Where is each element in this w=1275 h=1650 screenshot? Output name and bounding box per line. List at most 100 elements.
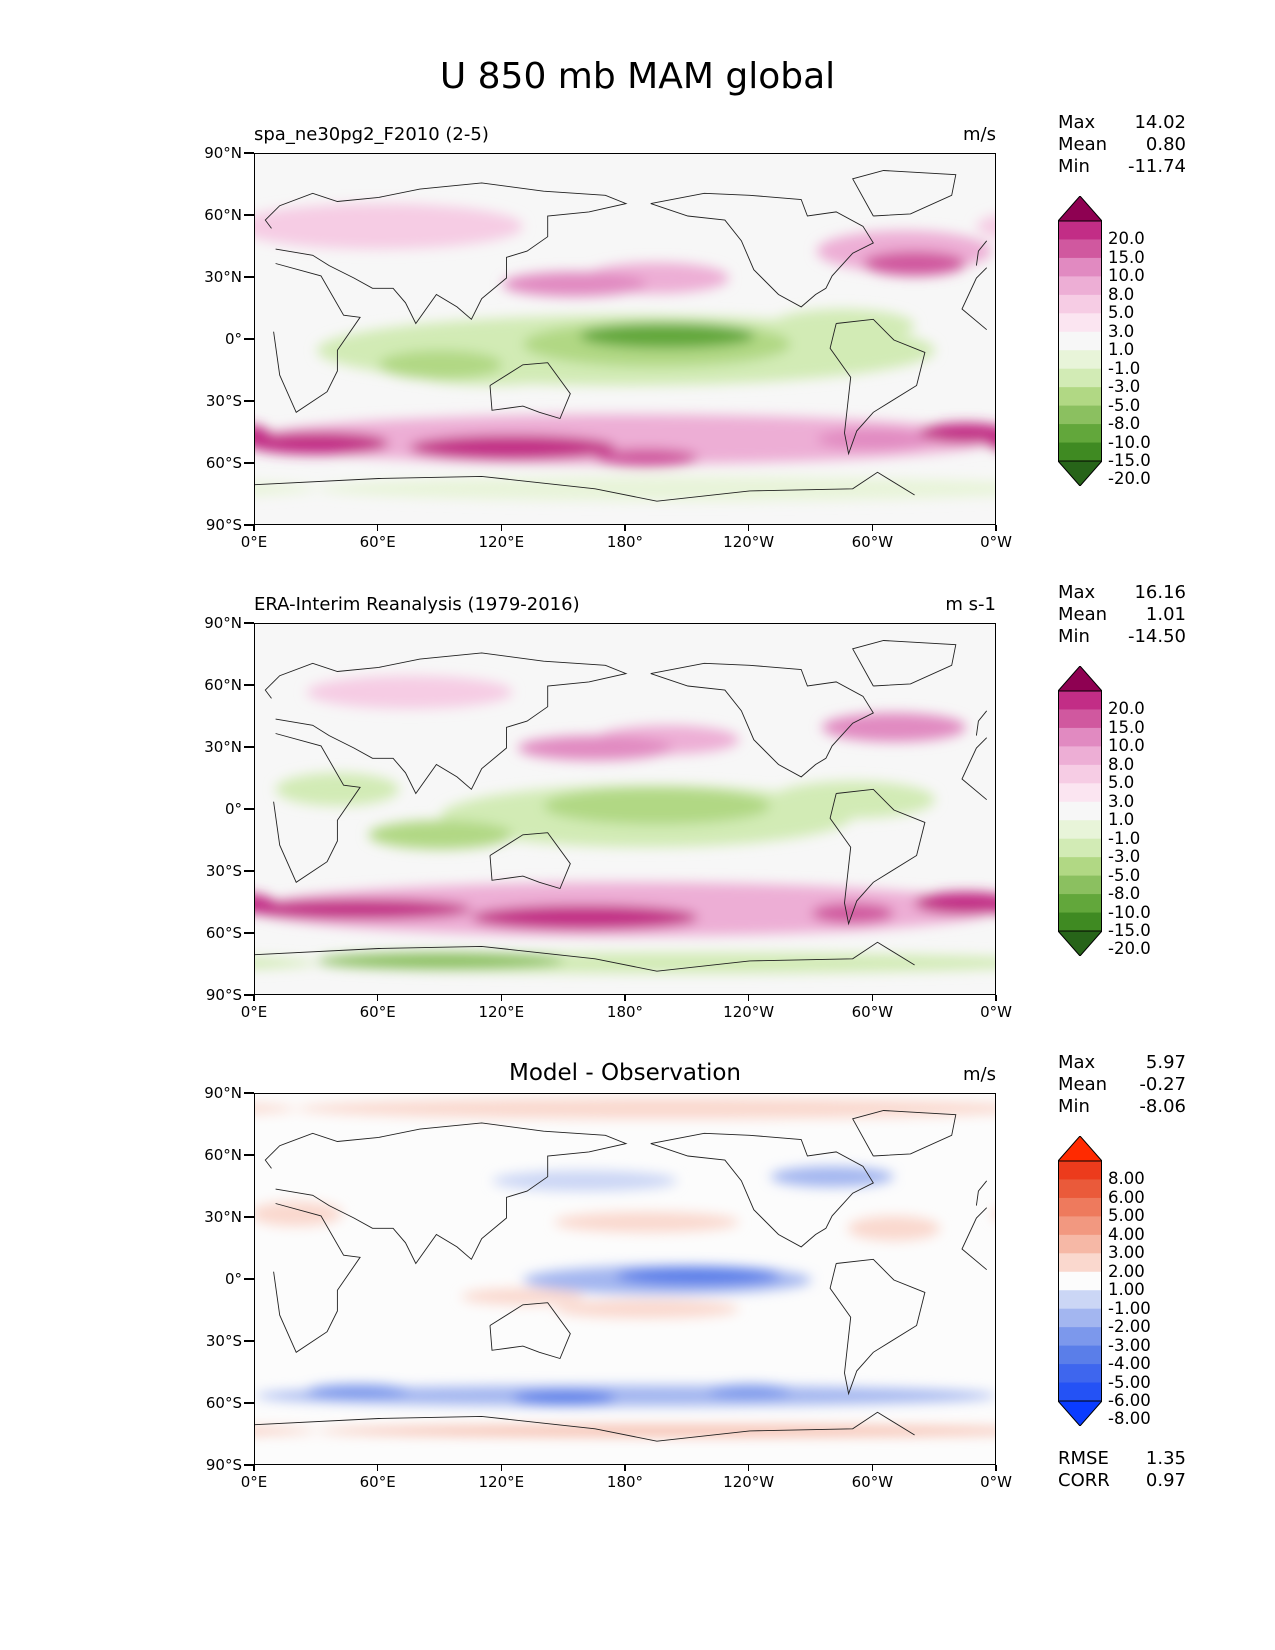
field-region bbox=[914, 891, 995, 915]
colorbar-tick-label: 5.00 bbox=[1108, 1206, 1145, 1226]
field-region bbox=[863, 251, 967, 276]
field-region bbox=[517, 735, 673, 761]
colorbar-segment bbox=[1058, 405, 1102, 425]
stat-row-max: Max 16.16 bbox=[1058, 582, 1186, 604]
colorbar-extend-min bbox=[1058, 1400, 1102, 1426]
y-tick bbox=[244, 338, 254, 340]
colorbar-tick-label: -3.0 bbox=[1108, 377, 1141, 397]
field-region bbox=[991, 1209, 995, 1219]
colorbar-segment bbox=[1058, 838, 1102, 858]
x-tick-label: 120°E bbox=[478, 1003, 525, 1021]
colorbar-tick-label: -15.0 bbox=[1108, 451, 1151, 470]
stats-block: Max 5.97 Mean -0.27 Min -8.06 bbox=[1058, 1052, 1186, 1118]
x-tick-label: 0°E bbox=[240, 1003, 268, 1021]
colorbar-segment bbox=[1058, 1327, 1102, 1347]
colorbar-extend-max bbox=[1058, 1136, 1102, 1162]
coastline bbox=[650, 1132, 874, 1248]
colorbar-segment bbox=[1058, 746, 1102, 766]
stat-value: 0.97 bbox=[1145, 1470, 1186, 1491]
y-tick-label: 90°S bbox=[205, 516, 242, 534]
y-tick-label: 0° bbox=[224, 330, 242, 348]
field-region bbox=[255, 481, 317, 496]
x-tick-label: 180° bbox=[606, 1003, 644, 1021]
y-tick-label: 90°N bbox=[204, 1084, 242, 1102]
y-tick bbox=[244, 746, 254, 748]
x-tick bbox=[871, 1465, 874, 1471]
field-region bbox=[296, 1098, 995, 1119]
coastline bbox=[829, 318, 926, 456]
colorbar-segment bbox=[1058, 875, 1102, 895]
stat-label: Min bbox=[1058, 626, 1090, 647]
y-tick bbox=[244, 462, 254, 464]
x-tick-label: 60°W bbox=[851, 1473, 894, 1491]
colorbar-tick-label: 1.00 bbox=[1108, 1280, 1145, 1300]
field-region bbox=[378, 350, 503, 380]
stat-value: -11.74 bbox=[1127, 156, 1186, 177]
colorbar-outline bbox=[1058, 220, 1102, 462]
field-region bbox=[512, 1390, 616, 1406]
field-region bbox=[471, 905, 699, 930]
coastline bbox=[975, 1180, 988, 1206]
y-tick-label: 30°N bbox=[204, 268, 242, 286]
y-tick-label: 0° bbox=[224, 1270, 242, 1288]
x-tick bbox=[624, 1465, 626, 1471]
stat-label: Min bbox=[1058, 1096, 1090, 1117]
colorbar-segment bbox=[1058, 691, 1102, 710]
map-plot-area bbox=[254, 1093, 996, 1465]
x-tick bbox=[995, 525, 997, 531]
colorbar-tick-label: -5.0 bbox=[1108, 395, 1141, 415]
stat-label: Min bbox=[1058, 156, 1090, 177]
stat-row-mean: Mean 1.01 bbox=[1058, 604, 1186, 626]
stat-label: CORR bbox=[1058, 1470, 1110, 1491]
field-region bbox=[409, 435, 616, 460]
coastline bbox=[264, 1122, 628, 1265]
colorbar-tick-label: 20.0 bbox=[1108, 229, 1145, 249]
colorbar-segment bbox=[1058, 294, 1102, 314]
colorbar bbox=[1058, 196, 1102, 486]
field-region bbox=[368, 820, 513, 850]
colorbar-segment bbox=[1058, 857, 1102, 877]
field-region bbox=[543, 787, 771, 825]
y-tick bbox=[244, 808, 254, 810]
colorbar-extend-max bbox=[1058, 196, 1102, 222]
coastline bbox=[264, 652, 628, 795]
field-region bbox=[821, 712, 967, 742]
x-tick-label: 120°E bbox=[478, 533, 525, 551]
stat-value: 0.80 bbox=[1145, 134, 1186, 155]
colorbar-tick-label: 5.0 bbox=[1108, 303, 1135, 323]
colorbar-segment bbox=[1058, 1161, 1102, 1180]
field-region bbox=[579, 323, 755, 349]
coastline bbox=[255, 1411, 915, 1442]
y-tick-label: 90°N bbox=[204, 144, 242, 162]
y-tick-label: 30°N bbox=[204, 738, 242, 756]
field-region bbox=[306, 1384, 410, 1399]
y-tick-label: 30°S bbox=[205, 862, 242, 880]
field-region bbox=[255, 203, 523, 250]
x-tick bbox=[871, 525, 874, 531]
colorbar-segment bbox=[1058, 368, 1102, 388]
stat-label: RMSE bbox=[1058, 1448, 1109, 1469]
stat-row-max: Max 5.97 bbox=[1058, 1052, 1186, 1074]
x-tick-label: 60°E bbox=[359, 533, 396, 551]
x-tick-label: 180° bbox=[606, 533, 644, 551]
stat-value: -0.27 bbox=[1139, 1074, 1186, 1095]
x-tick-label: 0°E bbox=[240, 533, 268, 551]
contour-field bbox=[255, 624, 995, 994]
y-tick bbox=[244, 1402, 254, 1404]
colorbar-segment bbox=[1058, 801, 1102, 821]
stat-row-mean: Mean -0.27 bbox=[1058, 1074, 1186, 1096]
field-region bbox=[553, 1299, 740, 1319]
stat-row-min: Min -14.50 bbox=[1058, 626, 1186, 648]
colorbar-tick-label: -1.0 bbox=[1108, 828, 1141, 848]
panel-units: m/s bbox=[963, 1064, 996, 1085]
y-tick-label: 60°S bbox=[205, 1394, 242, 1412]
stats-block: Max 16.16 Mean 1.01 Min -14.50 bbox=[1058, 582, 1186, 648]
coastline bbox=[961, 737, 988, 801]
colorbar-tick-label: -10.0 bbox=[1108, 432, 1151, 452]
colorbar-tick-label: -4.00 bbox=[1108, 1354, 1151, 1374]
colorbar-segment bbox=[1058, 1345, 1102, 1365]
y-tick bbox=[244, 994, 254, 996]
colorbar-tick-label: -20.0 bbox=[1108, 469, 1151, 489]
x-tick-label: 120°W bbox=[723, 1473, 775, 1491]
x-tick-label: 120°W bbox=[723, 1003, 775, 1021]
